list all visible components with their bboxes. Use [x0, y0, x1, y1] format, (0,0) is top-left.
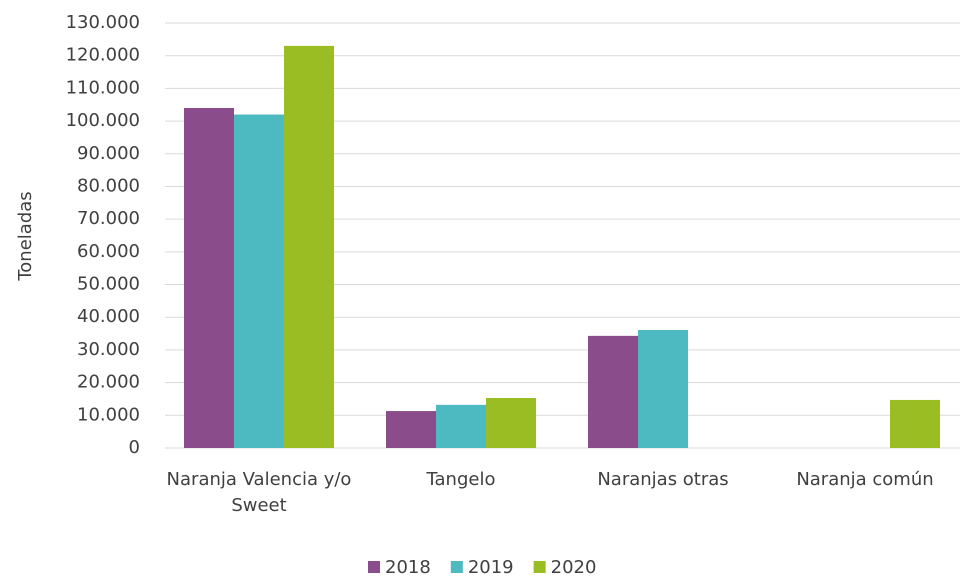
legend-swatch	[533, 561, 546, 573]
bar	[284, 45, 334, 449]
y-tick-label: 130.000	[66, 12, 140, 33]
y-tick-label: 40.000	[77, 306, 140, 327]
legend-swatch	[450, 561, 463, 573]
x-tick-label: Naranjas otras	[597, 469, 729, 490]
bar	[386, 411, 436, 448]
y-axis-label: Toneladas	[15, 191, 36, 281]
x-tick-label: Tangelo	[426, 469, 496, 490]
bar	[184, 108, 234, 448]
y-tick-label: 100.000	[66, 110, 140, 131]
y-tick-label: 110.000	[66, 77, 140, 98]
x-tick-label: Naranja común	[796, 469, 934, 490]
bar	[638, 329, 688, 448]
y-tick-label: 70.000	[77, 208, 140, 229]
x-tick-label: Naranja Valencia y/o Sweet	[166, 469, 352, 516]
bar	[588, 335, 638, 448]
bar	[486, 397, 536, 448]
y-tick-label: 20.000	[77, 372, 140, 393]
y-tick-label: 60.000	[77, 241, 140, 262]
legend-label: 2018	[385, 557, 431, 577]
bar	[234, 114, 284, 449]
legend-swatch	[368, 561, 380, 573]
legend-label: 2019	[468, 557, 514, 577]
y-tick-label: 30.000	[77, 339, 140, 360]
y-tick-label: 90.000	[77, 143, 140, 164]
y-tick-label: 10.000	[77, 404, 140, 425]
bar	[890, 399, 940, 448]
y-tick-label: 120.000	[66, 45, 140, 66]
legend-label: 2020	[551, 557, 597, 577]
y-tick-label: 50.000	[77, 274, 140, 295]
y-tick-label: 80.000	[77, 175, 140, 196]
bar	[436, 404, 486, 448]
y-tick-label: 0	[129, 437, 140, 458]
